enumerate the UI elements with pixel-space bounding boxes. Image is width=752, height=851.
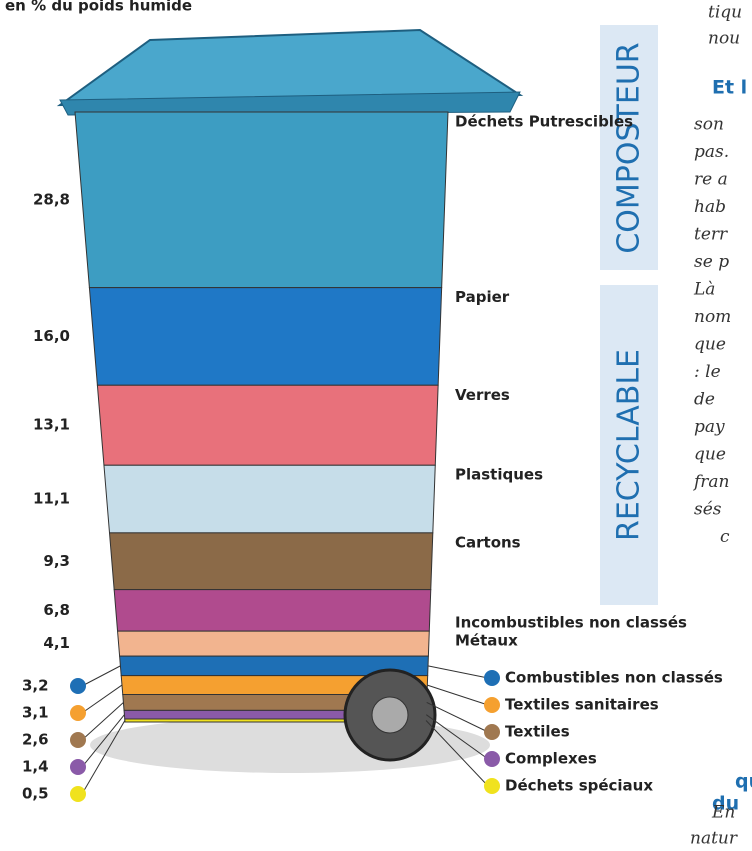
value-label: 3,2	[22, 677, 49, 695]
value-label: 11,1	[33, 490, 70, 508]
side-text: que	[694, 445, 726, 465]
side-text: natur	[690, 829, 738, 849]
legend-label: Combustibles non classés	[505, 669, 723, 687]
leader	[427, 684, 489, 706]
side-text: nou	[708, 29, 740, 49]
side-text: re a	[694, 170, 728, 190]
layer-label: Cartons	[455, 533, 521, 551]
value-label: 13,1	[33, 416, 70, 434]
swatch	[70, 678, 86, 694]
side-text: sés	[694, 500, 722, 520]
swatch	[70, 732, 86, 748]
layer	[103, 464, 436, 534]
value-label: 1,4	[22, 758, 49, 776]
leader	[425, 720, 489, 787]
leader	[81, 702, 124, 741]
swatch	[70, 759, 86, 775]
layer	[96, 384, 439, 466]
lid	[56, 28, 524, 107]
side-heading: Et l	[712, 77, 747, 99]
legend-label: Textiles	[505, 723, 570, 741]
value-label: 3,1	[22, 704, 49, 722]
layer-label: Incombustibles non classés	[455, 614, 687, 632]
side-heading: du	[712, 793, 739, 815]
side-text: que	[694, 335, 726, 355]
group-band	[600, 285, 658, 605]
value-label: 2,6	[22, 731, 49, 749]
leader	[81, 714, 125, 768]
layer-label: Verres	[455, 386, 510, 404]
side-text: : le	[694, 362, 721, 382]
layer-label: Plastiques	[455, 466, 543, 484]
leader	[81, 684, 123, 714]
side-text: tiqu	[708, 3, 742, 23]
swatch	[484, 724, 500, 740]
swatch	[484, 751, 500, 767]
legend-label: Déchets spéciaux	[505, 777, 653, 795]
wheel-hub	[371, 696, 409, 734]
value-label: 4,1	[43, 634, 70, 652]
group-band	[600, 25, 658, 270]
group-label: RECYCLABLE	[612, 349, 647, 541]
value-label: 0,5	[22, 785, 49, 803]
legend-label: Textiles sanitaires	[505, 696, 659, 714]
swatch	[70, 705, 86, 721]
chart-title: en % du poids humide	[5, 0, 192, 15]
leader	[426, 702, 489, 733]
layer	[74, 111, 449, 289]
swatch	[484, 697, 500, 713]
layer	[113, 589, 432, 632]
side-text: fran	[692, 472, 730, 492]
leader	[427, 665, 489, 679]
lid-rim	[59, 91, 521, 116]
layer-label: Métaux	[455, 632, 518, 650]
side-text: son	[694, 115, 724, 135]
side-text: terr	[694, 225, 728, 245]
swatch	[484, 778, 500, 794]
side-heading: qu	[735, 771, 752, 793]
leader	[425, 714, 489, 760]
side-text: En	[711, 803, 735, 823]
side-text: de	[694, 390, 715, 410]
swatch	[484, 670, 500, 686]
side-text: pay	[694, 417, 725, 437]
value-label: 16,0	[33, 327, 70, 345]
layer-label: Déchets Putrescibles	[455, 113, 633, 131]
leader	[81, 720, 126, 795]
value-label: 9,3	[43, 552, 70, 570]
layer	[117, 630, 430, 657]
leader	[81, 665, 121, 687]
legend-label: Complexes	[505, 750, 597, 768]
side-text: Là	[693, 280, 715, 300]
layer-label: Papier	[455, 288, 510, 306]
side-text: nom	[694, 307, 731, 327]
side-text: c	[720, 527, 730, 547]
value-label: 28,8	[33, 190, 70, 208]
value-label: 6,8	[43, 601, 70, 619]
side-text: pas.	[694, 142, 729, 162]
side-text: se p	[694, 252, 729, 272]
layer	[88, 287, 443, 386]
layer	[108, 532, 434, 591]
group-label: COMPOSTEUR	[612, 42, 647, 253]
swatch	[70, 786, 86, 802]
side-text: hab	[694, 197, 726, 217]
